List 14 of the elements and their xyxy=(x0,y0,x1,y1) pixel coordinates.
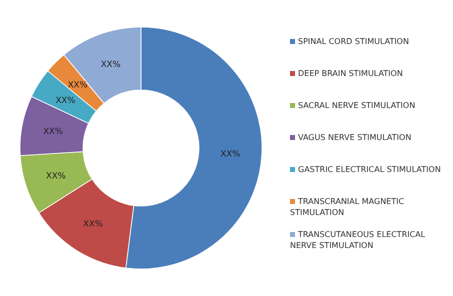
legend-label: TRANSCUTANEOUS ELECTRICAL NERVE STIMULATION xyxy=(290,230,426,250)
legend-label: SPINAL CORD STIMULATION xyxy=(298,37,409,46)
data-label: XX% xyxy=(68,80,88,91)
data-label: XX% xyxy=(43,127,63,138)
data-label: XX% xyxy=(100,60,121,70)
data-label: XX% xyxy=(56,96,76,106)
data-label: XX% xyxy=(46,172,66,182)
legend-label: GASTRIC ELECTRICAL STIMULATION xyxy=(298,165,441,174)
legend-label: DEEP BRAIN STIMULATION xyxy=(298,69,403,78)
data-label: XX% xyxy=(220,150,240,160)
legend-label: TRANSCRANIAL MAGNETIC STIMULATION xyxy=(290,197,404,217)
data-label: XX% xyxy=(83,220,103,230)
legend-label: SACRAL NERVE STIMULATION xyxy=(298,101,416,110)
legend-label: VAGUS NERVE STIMULATION xyxy=(298,133,412,142)
